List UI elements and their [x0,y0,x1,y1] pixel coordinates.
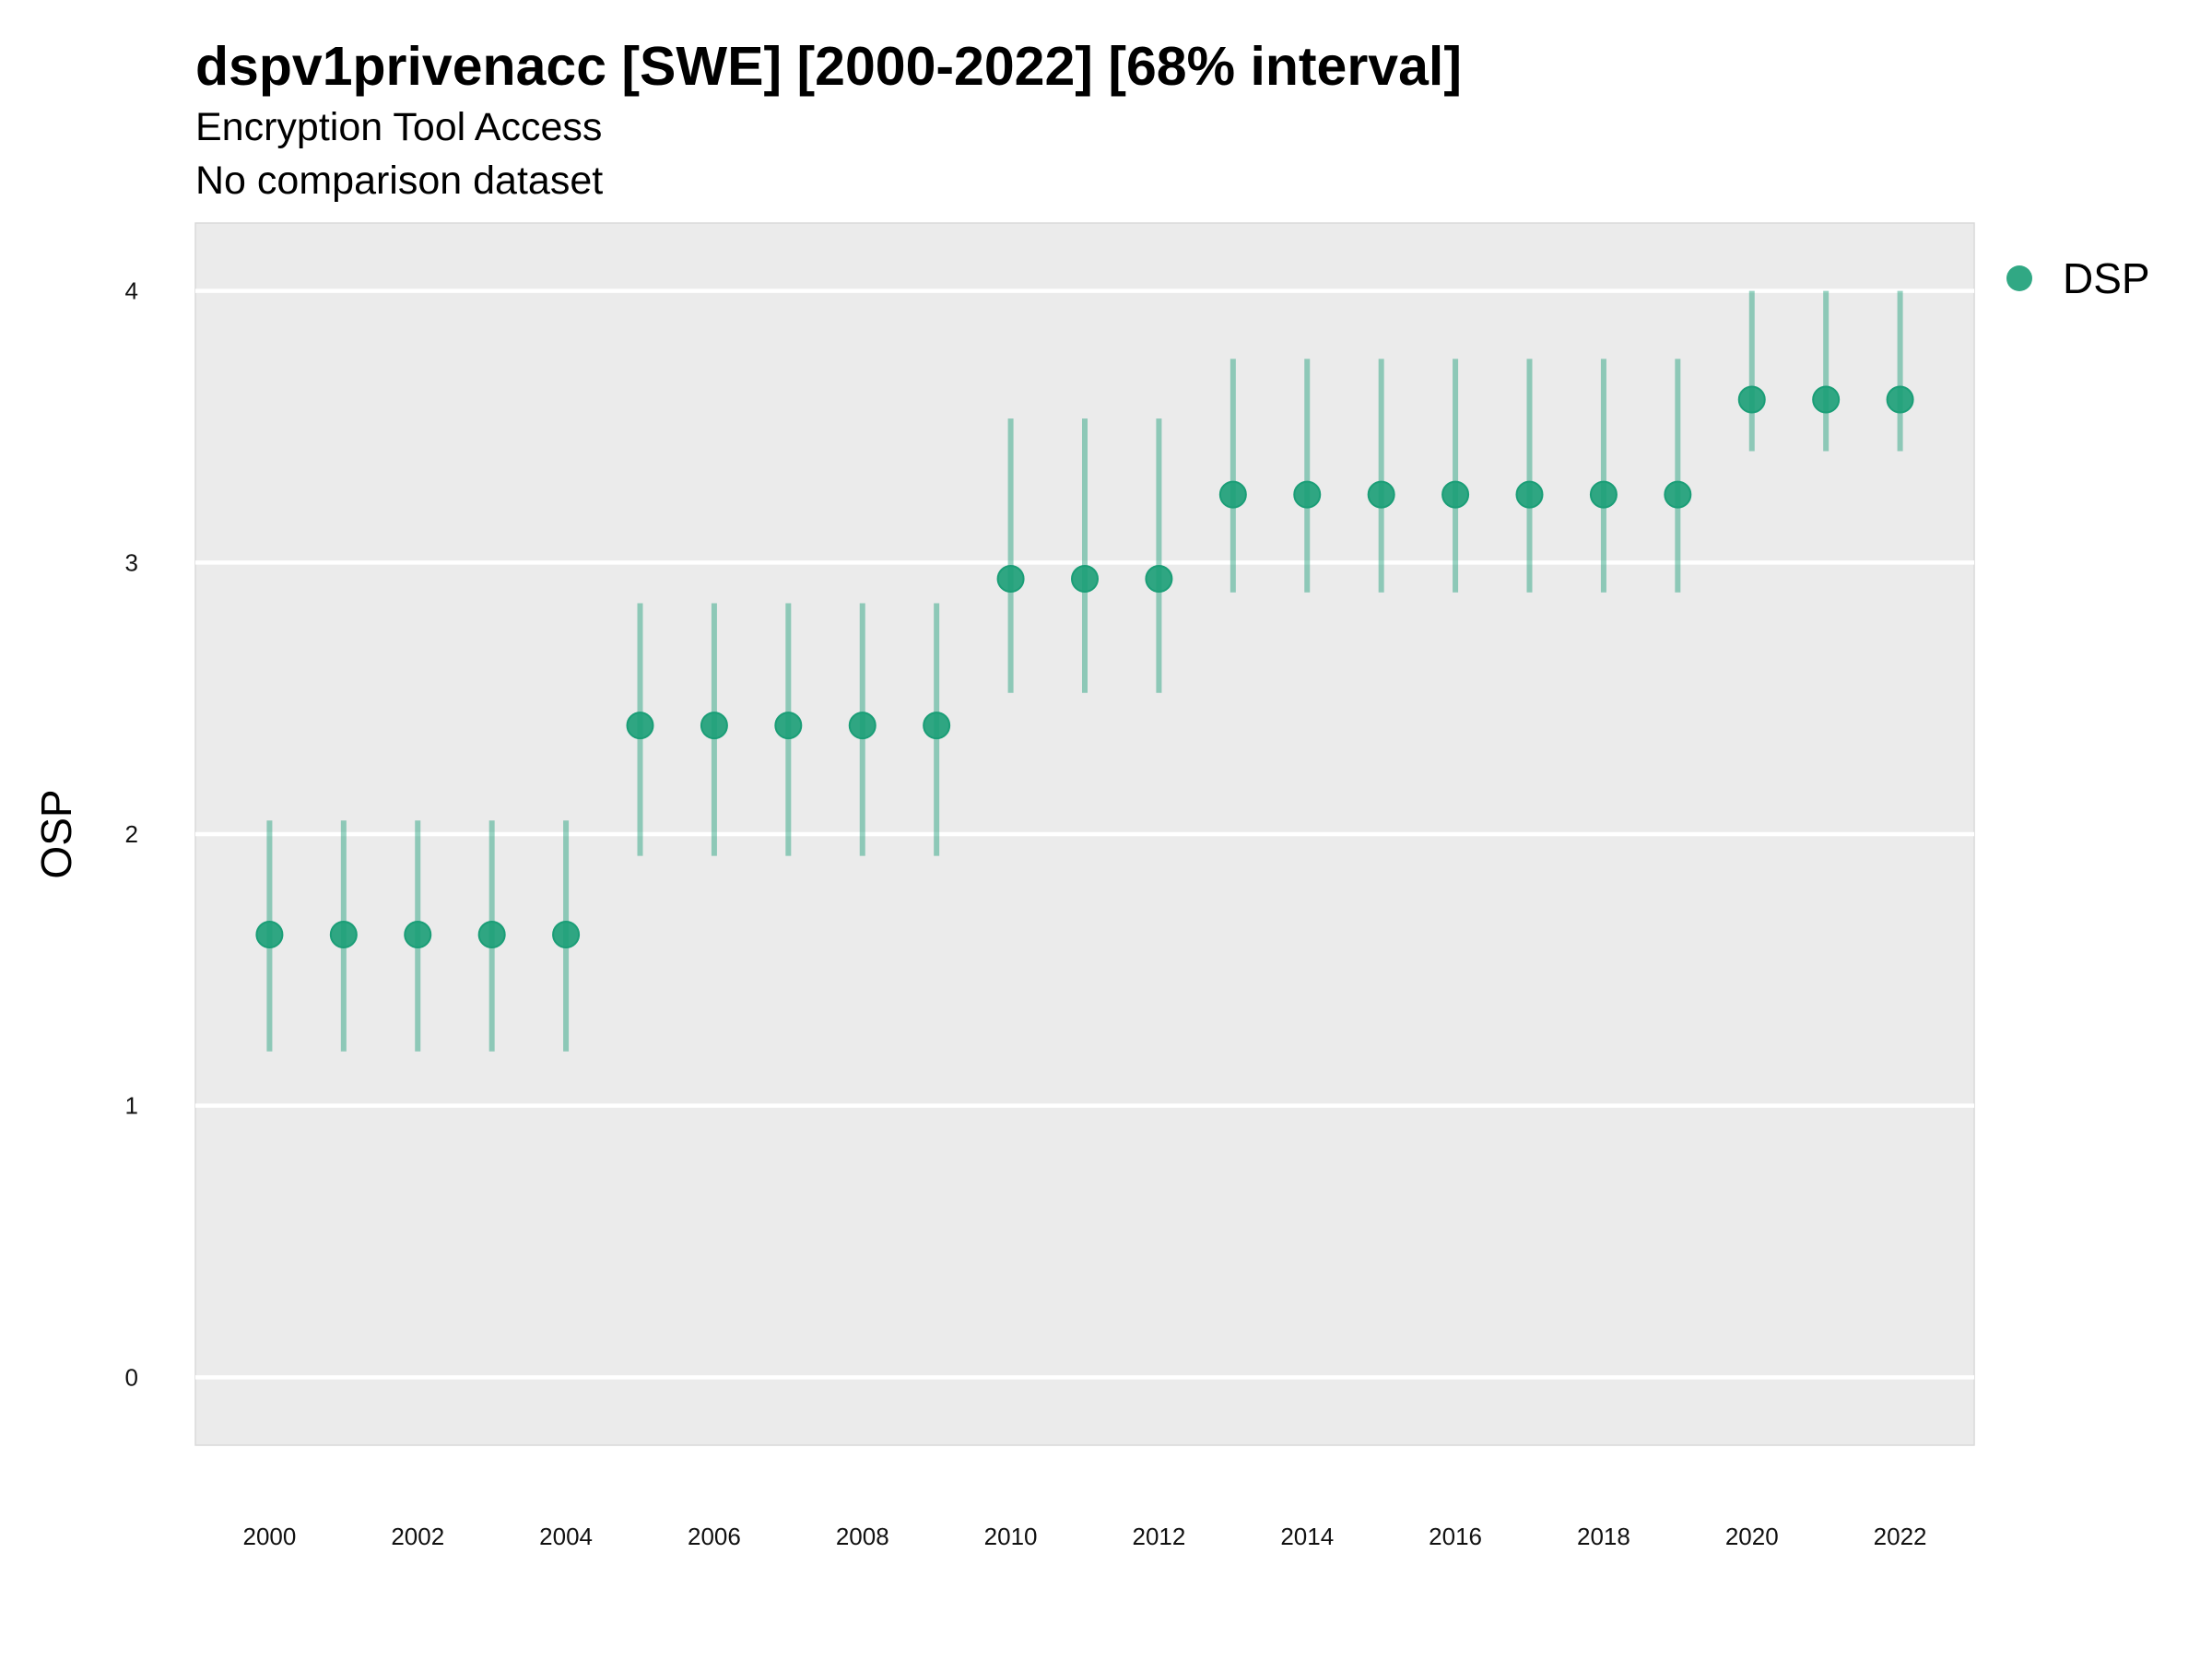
y-tick-label: 2 [125,820,138,848]
data-point [1589,480,1618,509]
x-tick-label: 2016 [1429,1523,1482,1550]
x-tick-label: 2008 [836,1523,889,1550]
chart-title: dspv1privenacc [SWE] [2000-2022] [68% in… [195,36,1462,97]
data-point [1664,480,1692,509]
data-point [1218,480,1247,509]
data-point [1145,565,1173,594]
x-tick-label: 2014 [1280,1523,1334,1550]
x-tick-label: 2000 [242,1523,296,1550]
x-tick-label: 2022 [1874,1523,1927,1550]
data-point [1812,385,1841,414]
data-point [1886,385,1914,414]
data-point [255,921,284,949]
data-point [1515,480,1544,509]
x-tick-label: 2002 [391,1523,444,1550]
data-point [329,921,358,949]
chart-subtitle: Encryption Tool Access [195,105,603,149]
data-points [255,385,1914,949]
data-point [774,712,803,740]
x-axis-ticks: 2000 2002 2004 2006 2008 2010 2012 2014 2016 2018… [242,1523,1926,1550]
data-point [477,921,506,949]
data-point [1071,565,1099,594]
data-point [996,565,1025,594]
y-tick-label: 4 [125,277,138,305]
x-tick-label: 2020 [1725,1523,1779,1550]
legend-swatch-dsp [2006,265,2032,291]
y-tick-label: 1 [125,1092,138,1120]
data-point [1367,480,1395,509]
data-point [1737,385,1766,414]
y-tick-label: 0 [125,1363,138,1391]
data-point [1441,480,1470,509]
x-tick-label: 2012 [1132,1523,1185,1550]
data-point [700,712,728,740]
legend: DSP [2006,254,2150,302]
data-point [923,712,951,740]
grid-lines [195,288,1974,1380]
y-axis-ticks: 0 1 2 3 4 [125,277,138,1392]
data-point [848,712,877,740]
chart-subtitle-comparison: No comparison dataset [195,159,604,203]
x-tick-label: 2018 [1577,1523,1630,1550]
x-tick-label: 2006 [688,1523,741,1550]
x-tick-label: 2004 [539,1523,593,1550]
data-point [626,712,654,740]
data-point [404,921,432,949]
y-tick-label: 3 [125,548,138,576]
x-tick-label: 2010 [984,1523,1038,1550]
legend-label-dsp: DSP [2063,254,2150,302]
data-point [552,921,581,949]
data-point [1293,480,1322,509]
y-axis-title: OSP [32,789,80,878]
